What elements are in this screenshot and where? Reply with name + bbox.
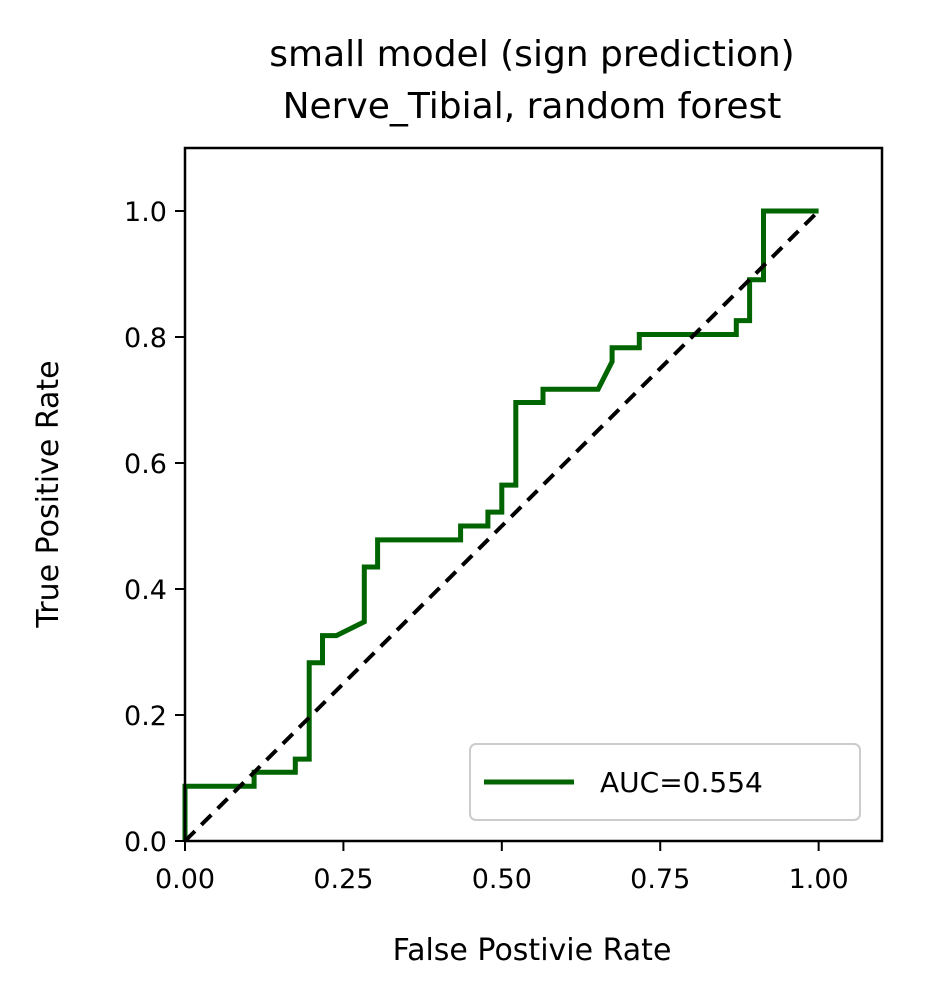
plot-area [182,146,884,843]
legend-box [469,743,861,821]
y-tick-label: 0.0 [124,827,167,858]
y-tick-label: 1.0 [124,197,167,228]
x-tick-label: 1.00 [789,864,849,895]
x-tick-label: 0.00 [155,864,215,895]
x-axis-label: False Postivie Rate [393,933,672,968]
plot-frame [183,146,884,843]
axis-ticks: 0.00 0.25 0.50 0.75 1.00 0.0 0.2 0.4 0.6 0.8 1.0 [124,197,849,895]
chart-subtitle: Nerve_Tibial, random forest [283,86,782,127]
y-axis-label: True Positive Rate [31,360,66,628]
legend-entry-label: AUC=0.554 [600,766,763,799]
x-tick-label: 0.25 [313,864,373,895]
y-tick-label: 0.8 [124,323,167,354]
chance-diagonal-line [183,209,821,843]
chart-title: small model (sign prediction) [269,34,794,75]
y-tick-label: 0.2 [124,701,167,732]
x-tick-label: 0.50 [472,864,532,895]
x-tick-label: 0.75 [630,864,690,895]
roc-curve-line [182,208,819,841]
y-tick-label: 0.4 [124,575,167,606]
y-tick-label: 0.6 [124,449,167,480]
legend: AUC=0.554 [469,743,861,821]
